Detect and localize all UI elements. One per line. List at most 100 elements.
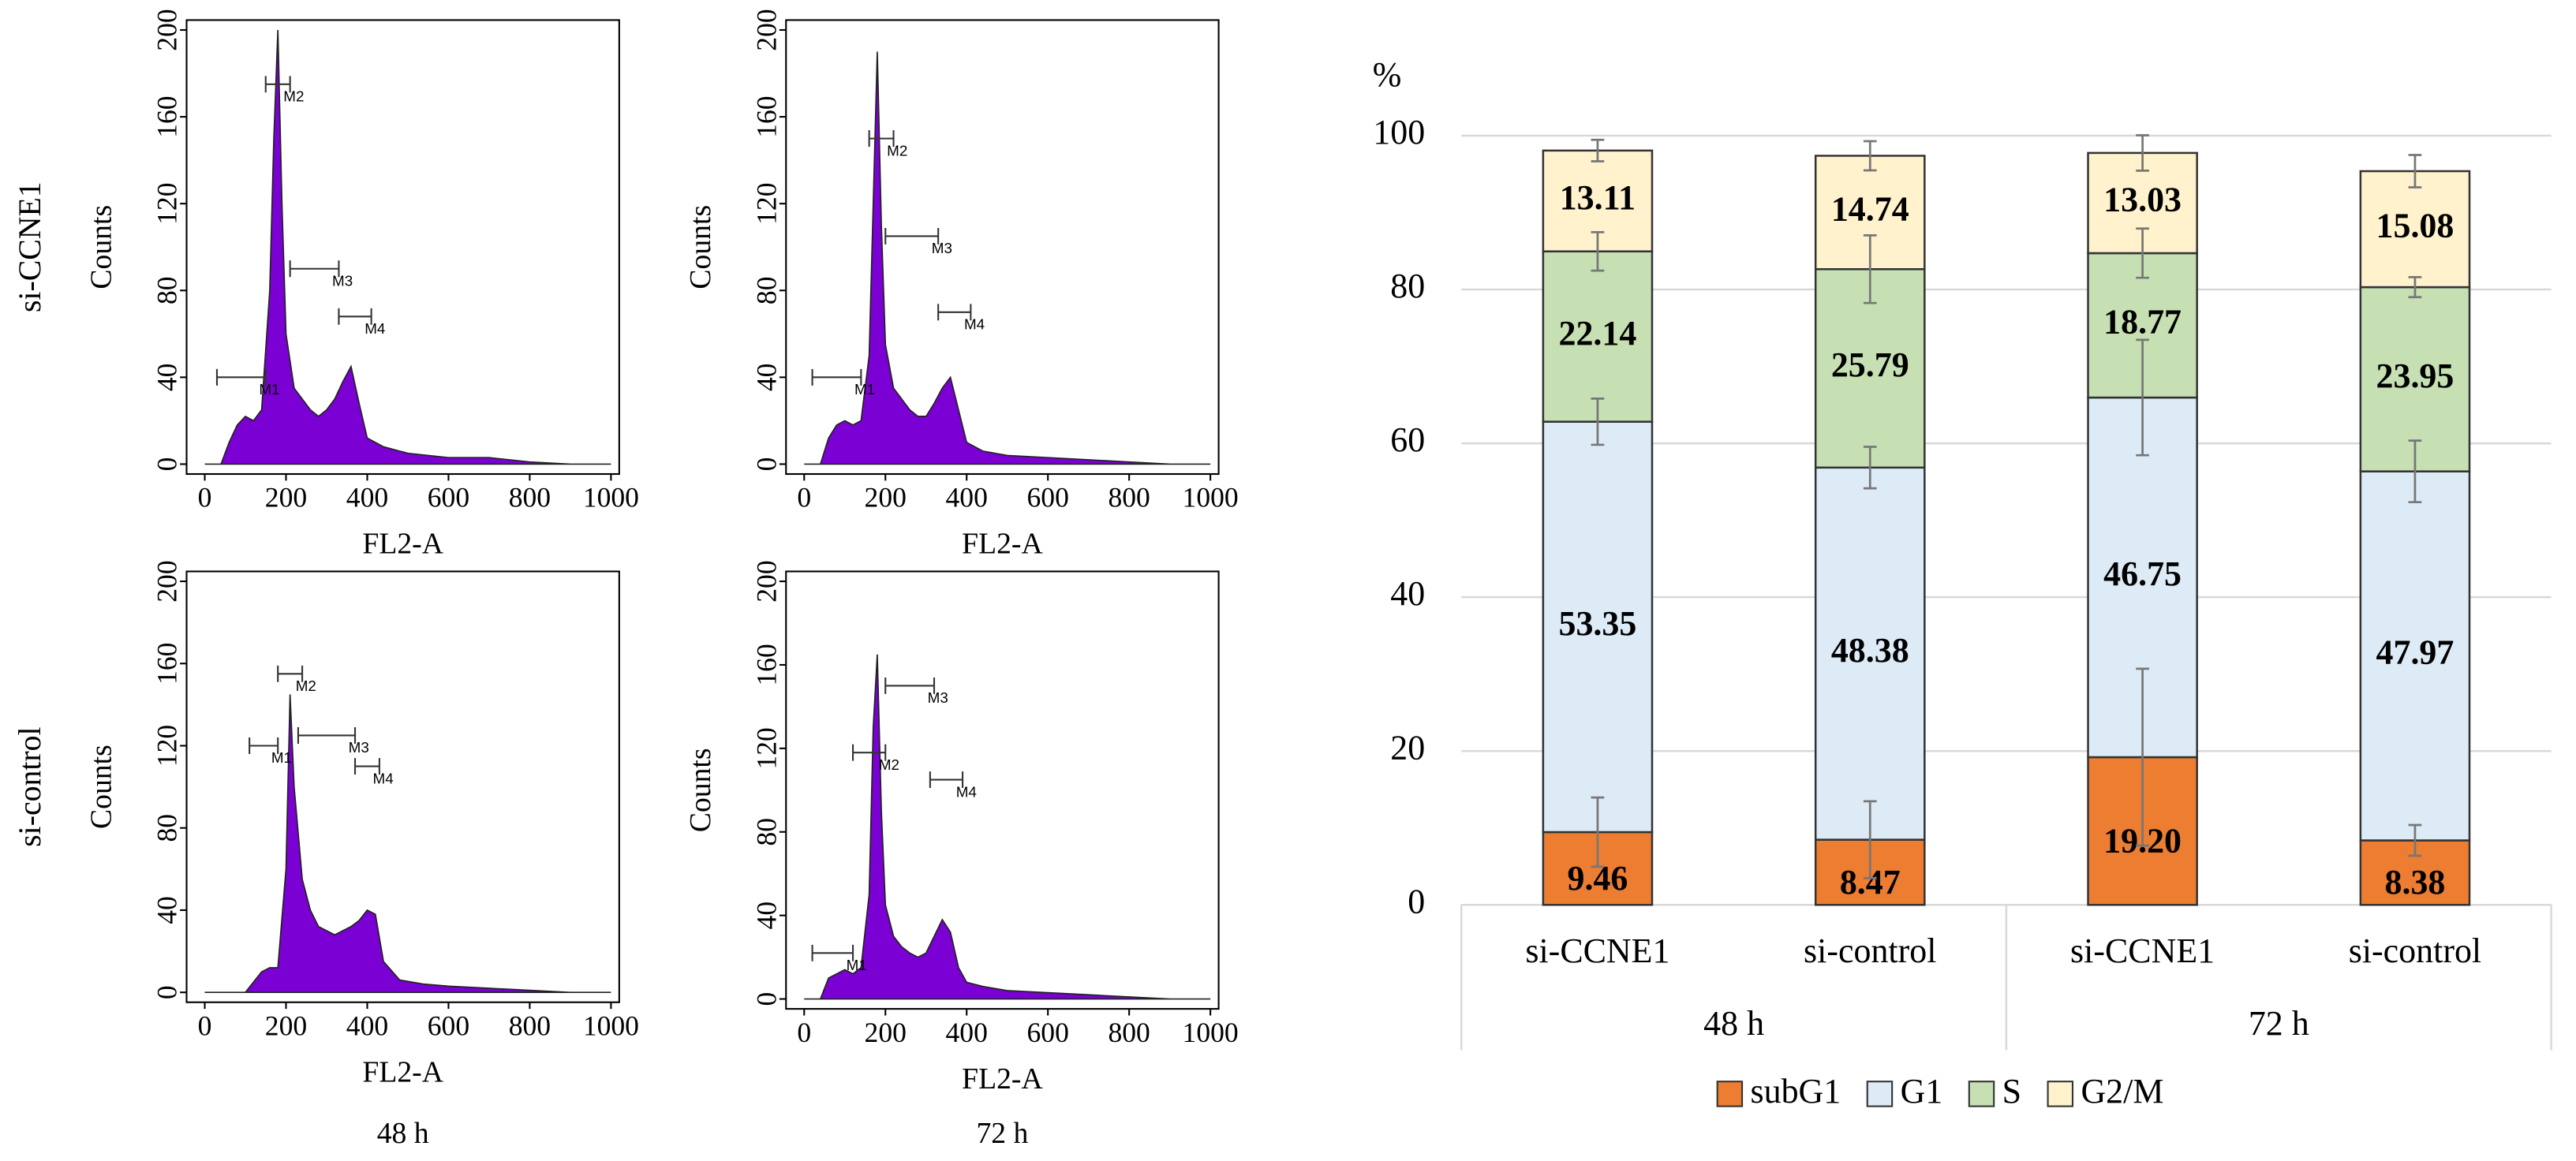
row-label: si-control xyxy=(13,726,47,846)
x-tick-label: 200 xyxy=(265,1010,307,1041)
y-tick-label: 200 xyxy=(151,9,183,50)
plot-frame xyxy=(185,570,620,1003)
gate-marker xyxy=(249,737,279,754)
x-tick-label: 400 xyxy=(346,1010,388,1041)
x-tick-label: 1000 xyxy=(583,482,639,513)
gate-label: M4 xyxy=(964,316,985,333)
value-label: 15.08 xyxy=(2376,207,2454,245)
gate-marker xyxy=(937,304,972,321)
y-tick-label: 160 xyxy=(750,644,782,685)
error-bar xyxy=(2408,439,2422,504)
legend-swatch xyxy=(2047,1081,2074,1107)
error-bar xyxy=(2136,667,2149,847)
gate-label: M3 xyxy=(349,739,369,756)
bar-segment xyxy=(1814,466,1926,841)
y-axis-label: Counts xyxy=(84,205,118,289)
gate-label: M1 xyxy=(847,957,867,973)
error-bar xyxy=(1863,233,1877,304)
y-tick-label: 0 xyxy=(750,992,782,1006)
legend-swatch xyxy=(1716,1081,1744,1107)
legend-label: G1 xyxy=(1901,1072,1943,1111)
error-bar xyxy=(2136,227,2149,279)
y-tick-label: 120 xyxy=(750,182,782,224)
y-tick-label: 160 xyxy=(151,643,183,685)
gate-marker xyxy=(868,130,895,147)
y-tick-label: 40 xyxy=(1390,574,1425,613)
x-tick-label: 1000 xyxy=(1183,482,1239,513)
y-axis-label: Counts xyxy=(84,745,118,829)
gate-marker xyxy=(289,260,340,278)
x-axis-label: FL2-A xyxy=(362,528,443,561)
x-tick-label: 200 xyxy=(265,482,307,513)
x-tick-label: 0 xyxy=(198,482,212,513)
x-tick-label: 1000 xyxy=(1183,1017,1239,1048)
y-tick-label: 200 xyxy=(151,560,183,602)
error-bar xyxy=(2408,154,2422,189)
x-tick-label: 400 xyxy=(346,482,388,513)
y-tick-label: 200 xyxy=(750,560,782,602)
value-label: 23.95 xyxy=(2376,357,2454,395)
gate-marker xyxy=(264,76,291,93)
x-axis-label: FL2-A xyxy=(962,1062,1043,1096)
gate-marker xyxy=(929,771,964,789)
y-tick-label: 60 xyxy=(1390,420,1425,459)
histogram-fill xyxy=(204,29,611,465)
y-tick-label: 80 xyxy=(750,818,782,846)
x-tick-label: 600 xyxy=(1026,482,1068,513)
legend-label: S xyxy=(2002,1072,2021,1111)
x-tick-label: si-control xyxy=(2349,931,2481,970)
y-tick-label: 160 xyxy=(750,95,782,137)
gate-label: M4 xyxy=(373,770,394,786)
histogram-fill xyxy=(204,694,611,994)
gate-marker xyxy=(811,368,862,386)
value-label: 46.75 xyxy=(2103,554,2182,593)
x-axis-label: FL2-A xyxy=(962,528,1043,561)
x-tick-label: 800 xyxy=(1108,482,1150,513)
gate-label: M2 xyxy=(887,142,907,159)
bar-segment xyxy=(1542,420,1654,834)
legend-swatch xyxy=(1866,1081,1894,1107)
x-tick-label: si-CCNE1 xyxy=(1525,931,1669,970)
error-bar xyxy=(2408,276,2422,299)
column-label: 72 h xyxy=(976,1117,1028,1150)
gate-marker xyxy=(215,368,267,386)
value-label: 53.35 xyxy=(1558,604,1636,643)
group-label: 72 h xyxy=(2249,1004,2309,1043)
gate-marker xyxy=(277,665,304,682)
x-tick-label: 600 xyxy=(428,1010,469,1041)
y-tick-label: 80 xyxy=(750,276,782,304)
x-tick-label: 0 xyxy=(198,1010,212,1041)
row-label: si-CCNE1 xyxy=(13,181,47,312)
x-tick-label: si-CCNE1 xyxy=(2070,931,2215,970)
gate-label: M4 xyxy=(956,783,977,800)
y-tick-label: 40 xyxy=(750,364,782,392)
x-tick-label: 800 xyxy=(509,1010,551,1041)
gate-label: M2 xyxy=(296,678,316,694)
plot-frame xyxy=(785,570,1220,1010)
error-bar xyxy=(2136,338,2149,457)
x-tick-label: 400 xyxy=(946,482,988,513)
gate-marker xyxy=(338,308,372,325)
plot-frame xyxy=(185,19,620,476)
y-axis-label: Counts xyxy=(684,205,717,289)
value-label: 13.03 xyxy=(2103,181,2182,219)
x-tick-label: 400 xyxy=(946,1017,988,1048)
x-tick-label: 800 xyxy=(1108,1017,1150,1048)
gate-marker xyxy=(811,944,854,961)
y-tick-label: 200 xyxy=(750,9,782,50)
value-label: 48.38 xyxy=(1831,631,1909,670)
gate-label: M2 xyxy=(283,88,304,105)
gate-label: M3 xyxy=(332,272,353,289)
group-label: 48 h xyxy=(1703,1004,1764,1043)
y-tick-label: 40 xyxy=(750,902,782,930)
x-tick-label: 200 xyxy=(865,482,907,513)
histogram-fill xyxy=(804,51,1211,465)
y-tick-label: 120 xyxy=(151,182,183,224)
y-tick-label: 100 xyxy=(1373,113,1425,151)
gate-marker xyxy=(884,677,936,694)
value-label: 8.38 xyxy=(2384,863,2445,902)
x-tick-label: 0 xyxy=(797,482,811,513)
gate-label: M2 xyxy=(879,756,899,773)
